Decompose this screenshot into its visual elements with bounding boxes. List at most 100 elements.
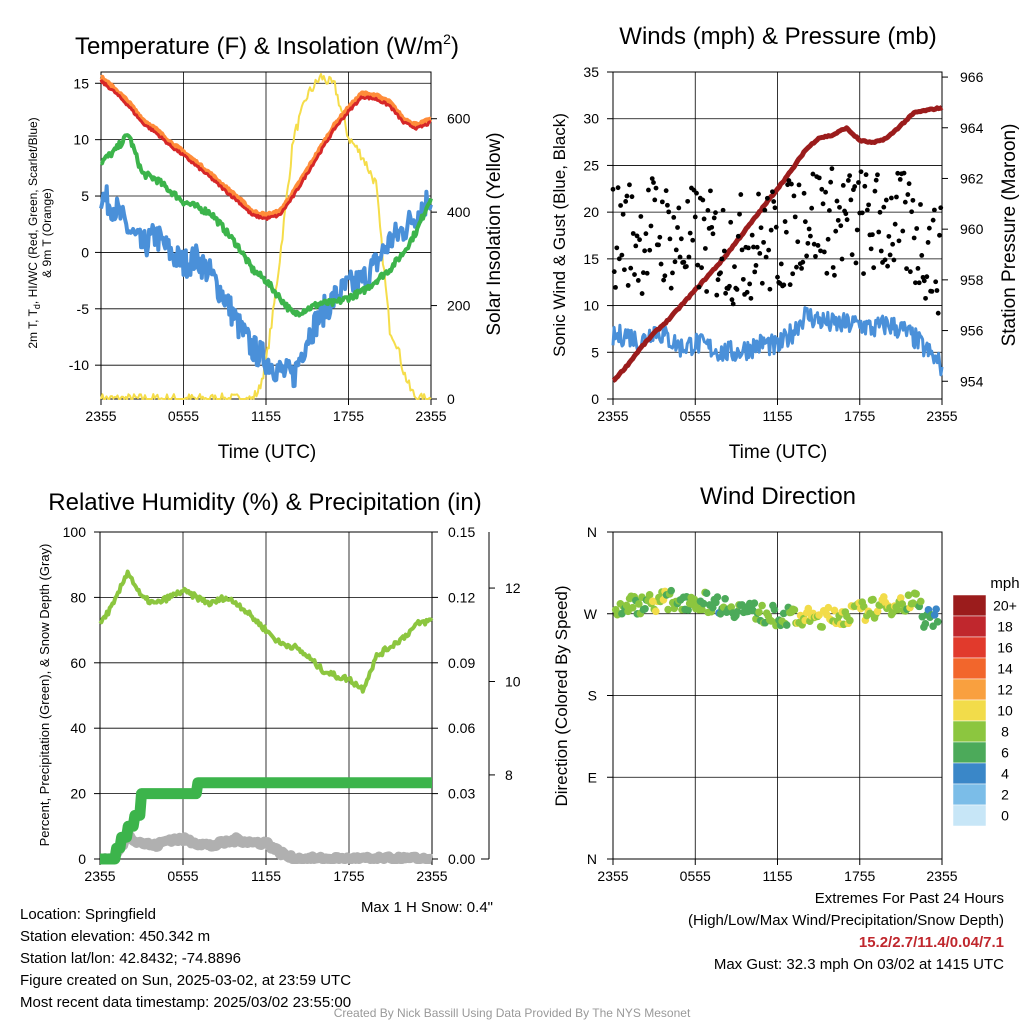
wind-gust-point [702,246,708,251]
direction-point [699,599,708,608]
legend-swatch [952,678,987,701]
wind-gust-point [677,254,683,260]
temp-y-tick-label: -5 [77,301,90,317]
wind-gust-point [695,262,701,268]
direction-point [750,599,759,607]
wind-gust-point [630,231,636,236]
wind-y-tick-label: 35 [583,64,599,80]
snow-y-tick-label: 12 [505,580,521,596]
legend-swatch [952,762,987,785]
wind-gust-point [770,189,775,195]
temp-y-tick-label: 5 [81,188,89,204]
wind-gust-point [624,193,630,199]
wind-gust-point [730,301,736,307]
direction-point [804,604,813,613]
wind-gust-point [909,209,915,215]
direction-point [893,606,902,614]
wind-y-tick-label: 10 [583,298,599,314]
latlon-text: Station lat/lon: 42.8432; -74.8896 [20,950,242,967]
wind-gust-point [739,247,745,253]
wind-gust-point [667,236,673,242]
direction-point [713,593,722,601]
direction-point [824,603,833,612]
wind-left-axis-label: Sonic Wind & Gust (Blue, Black) [550,113,569,357]
wind-gust-point [828,179,834,185]
temp-x-tick-label: 0555 [168,408,199,424]
temp-x-tick-label: 1755 [333,408,364,424]
wind-gust-point [738,192,744,197]
legend-swatch [952,615,987,638]
wind-gust-point [649,176,655,182]
relative-humidity-line [98,569,434,694]
wind-gust-point [734,287,740,292]
wind-x-tick-label: 1155 [762,408,792,424]
wind-gust-point [670,270,675,276]
direction-point [932,605,940,613]
wind-gust-point [723,290,729,296]
temperature-left-axis-label: 2m T, Td, HI/WC (Red, Green, Scarlet/Blu… [26,117,42,348]
wind-x-tick-label: 0555 [680,408,711,424]
wind-gust-point [618,203,623,208]
wind-gust-point [766,247,772,253]
snow-depth-line [96,830,436,864]
direction-point [790,606,799,614]
wind-gust-point [690,237,696,243]
wind-gust-point [885,263,890,269]
temp-y-tick-label: -10 [69,357,89,373]
wind-gust-point [714,292,720,298]
wind-gust-point [818,248,823,254]
wind-gust-point [657,234,663,240]
wind-gust-point [773,224,779,230]
wind-panel: Winds (mph) & Pressure (mb) Sonic Wind &… [550,23,1020,463]
wind-gust-point [868,246,874,252]
wind-gust-point [675,225,680,230]
wind-gust-point [916,280,922,286]
wind-gust-point [701,216,707,222]
wind-gust-point [887,252,893,258]
wind-gust-point [762,207,768,213]
wind-gust-point [789,181,794,187]
wind-gust-point [681,259,687,265]
wind-gust-point [792,214,798,220]
wind-gust-point [862,183,868,189]
wind-gust-point [615,185,621,191]
wind-gust-point [932,207,937,213]
wind-gust-point [729,297,735,303]
wind-gust-point [904,266,909,272]
wind-gust-point [785,182,791,188]
wind-y-tick-label: 25 [583,157,599,173]
wind-gust-point [883,197,889,203]
wind-gust-point [901,170,907,176]
wind-gust-point [620,211,626,217]
wind-gust-point [870,232,875,238]
wind-gust-point [830,265,836,270]
wind-gust-point [745,245,751,251]
wind-x-tick-label: 1755 [844,408,875,424]
wind-gust-point [781,282,787,288]
humidity-panel-title: Relative Humidity (%) & Precipitation (i… [48,489,481,516]
recent-data-text: Most recent data timestamp: 2025/03/02 2… [20,994,352,1011]
wind-gust-point [935,310,941,316]
legend-label: 12 [997,682,1013,698]
direction-panel-title: Wind Direction [700,483,856,510]
direction-panel: Wind Direction Direction (Colored By Spe… [552,483,1020,884]
legend-title: mph [990,575,1019,592]
legend-swatch [952,594,987,617]
legend-swatch [952,636,987,659]
wind-gust-point [813,253,818,259]
wind-gust-point [728,219,734,225]
wind-gust-point [632,272,637,277]
wind-gust-point [686,254,692,260]
legend-swatch [952,720,987,743]
temperature-panel: Temperature (F) & Insolation (W/m2) 2m T… [26,31,505,463]
direction-point [702,589,711,598]
wind-gust-point [913,280,918,286]
wind-gust-point [696,284,702,290]
wind-gust-point [810,171,816,177]
wind-gust-point [843,211,849,217]
wind-gust-point [852,184,858,189]
wind-gust-point [871,265,877,271]
wind-gust-point [783,229,789,235]
wind-gust-point [878,248,884,254]
wind-gust-point [890,241,896,247]
